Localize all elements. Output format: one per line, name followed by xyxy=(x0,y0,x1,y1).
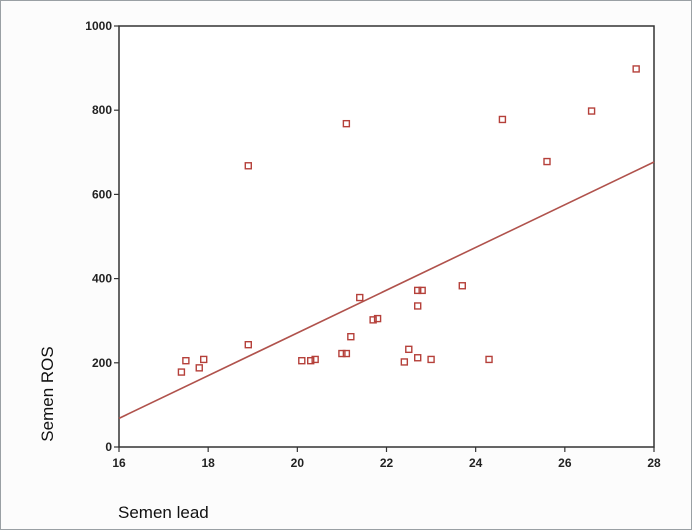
y-axis-title: Semen ROS xyxy=(38,346,57,441)
data-point xyxy=(543,157,551,166)
data-point xyxy=(632,65,640,73)
data-point xyxy=(177,368,186,376)
data-point xyxy=(347,332,355,341)
data-point xyxy=(414,354,422,362)
data-point xyxy=(414,286,422,295)
x-axis: 16 18 20 22 24 26 28 xyxy=(112,447,661,470)
plot-area xyxy=(118,25,655,448)
x-tick-label: 16 xyxy=(112,456,126,470)
x-tick-label: 24 xyxy=(469,456,483,470)
x-tick-label: 28 xyxy=(647,456,661,470)
data-point xyxy=(244,162,252,170)
x-tick-label: 18 xyxy=(201,456,215,470)
data-point xyxy=(311,355,319,364)
y-tick-label: 800 xyxy=(92,103,112,117)
data-point xyxy=(356,293,364,302)
data-point xyxy=(405,345,413,354)
x-axis-title: Semen lead xyxy=(118,503,209,522)
data-point xyxy=(498,115,507,124)
data-point xyxy=(400,358,409,366)
fit-line-group xyxy=(118,161,655,420)
data-point xyxy=(587,107,596,115)
data-point xyxy=(182,356,190,365)
x-tick-label: 22 xyxy=(380,456,394,470)
data-point xyxy=(418,286,426,295)
regression-line xyxy=(118,161,655,420)
data-point xyxy=(458,282,466,290)
x-tick-label: 20 xyxy=(291,456,305,470)
data-point xyxy=(427,355,435,364)
data-points xyxy=(177,65,640,376)
data-point xyxy=(414,302,422,310)
y-tick-label: 600 xyxy=(92,187,112,201)
data-point xyxy=(342,119,351,128)
data-point xyxy=(338,349,346,358)
data-point xyxy=(244,340,252,349)
data-point xyxy=(200,355,208,364)
y-tick-label: 200 xyxy=(92,356,112,370)
y-axis: 0 200 400 600 800 1000 xyxy=(85,19,119,454)
data-point xyxy=(485,355,493,364)
data-point xyxy=(298,356,306,365)
data-point xyxy=(195,364,203,372)
y-tick-label: 1000 xyxy=(85,19,112,33)
y-tick-label: 400 xyxy=(92,272,112,286)
data-point xyxy=(342,349,351,358)
y-tick-label: 0 xyxy=(105,440,112,454)
data-point xyxy=(373,314,382,323)
data-point xyxy=(369,316,377,324)
x-tick-label: 26 xyxy=(558,456,572,470)
data-point xyxy=(307,356,315,365)
